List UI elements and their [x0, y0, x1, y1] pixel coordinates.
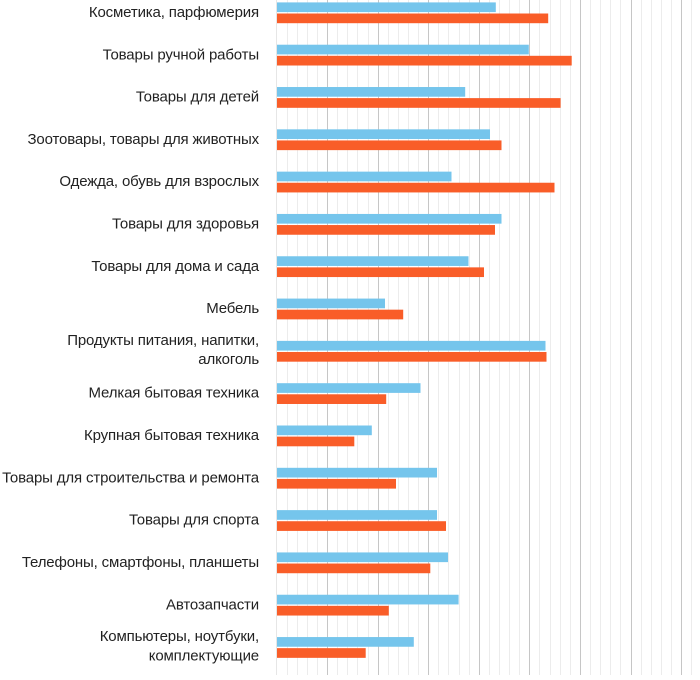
svg-text:Товары для дома и сада: Товары для дома и сада [91, 258, 259, 275]
svg-text:Мебель: Мебель [206, 300, 259, 317]
svg-text:Товары для строительства и рем: Товары для строительства и ремонта [2, 469, 260, 486]
svg-text:алкоголь: алкоголь [198, 351, 259, 368]
svg-text:Продукты питания, напитки,: Продукты питания, напитки, [67, 332, 259, 349]
svg-text:Товары ручной работы: Товары ручной работы [103, 46, 259, 63]
svg-text:Одежда, обувь для взрослых: Одежда, обувь для взрослых [59, 173, 259, 190]
svg-text:Компьютеры, ноутбуки,: Компьютеры, ноутбуки, [100, 628, 259, 645]
svg-text:Товары для спорта: Товары для спорта [129, 512, 260, 529]
svg-text:Автозапчасти: Автозапчасти [166, 596, 259, 613]
svg-text:Крупная бытовая техника: Крупная бытовая техника [84, 427, 260, 444]
svg-text:Мелкая бытовая техника: Мелкая бытовая техника [89, 385, 260, 402]
svg-text:Товары для здоровья: Товары для здоровья [112, 216, 259, 233]
svg-text:Зоотовары, товары для животных: Зоотовары, товары для животных [28, 131, 260, 148]
svg-text:Косметика, парфюмерия: Косметика, парфюмерия [89, 4, 259, 21]
svg-text:комплектующие: комплектующие [149, 647, 259, 664]
svg-text:Телефоны, смартфоны, планшеты: Телефоны, смартфоны, планшеты [22, 554, 259, 571]
svg-text:Товары для детей: Товары для детей [136, 89, 259, 106]
